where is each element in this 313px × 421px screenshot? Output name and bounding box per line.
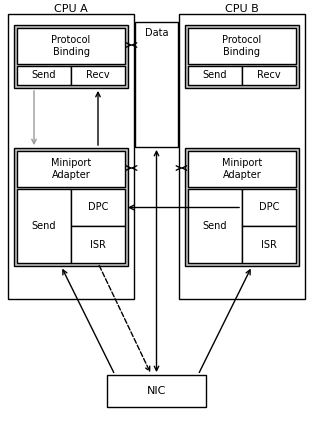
Text: Recv: Recv bbox=[86, 70, 110, 80]
Text: DPC: DPC bbox=[88, 203, 108, 213]
Bar bbox=[188, 28, 296, 64]
Bar bbox=[71, 66, 125, 85]
Bar bbox=[14, 148, 128, 266]
Text: Miniport
Adapter: Miniport Adapter bbox=[51, 158, 91, 180]
Text: Protocol
Binding: Protocol Binding bbox=[51, 35, 91, 57]
Bar bbox=[185, 25, 299, 88]
Text: NIC: NIC bbox=[147, 386, 166, 396]
Bar bbox=[17, 28, 125, 64]
Bar bbox=[188, 66, 242, 85]
Text: ISR: ISR bbox=[90, 240, 106, 250]
Text: Protocol
Binding: Protocol Binding bbox=[222, 35, 262, 57]
Bar bbox=[242, 226, 296, 263]
Bar bbox=[8, 14, 134, 299]
Text: CPU A: CPU A bbox=[54, 4, 88, 14]
Text: Data: Data bbox=[145, 28, 168, 38]
Bar bbox=[17, 66, 71, 85]
Bar bbox=[135, 22, 178, 147]
Text: Send: Send bbox=[32, 221, 56, 231]
Text: Send: Send bbox=[203, 70, 227, 80]
Text: Recv: Recv bbox=[257, 70, 281, 80]
Bar bbox=[188, 151, 296, 187]
Text: DPC: DPC bbox=[259, 203, 279, 213]
Bar bbox=[107, 375, 206, 407]
Bar bbox=[14, 25, 128, 88]
Text: CPU B: CPU B bbox=[225, 4, 259, 14]
Bar bbox=[71, 226, 125, 263]
Bar bbox=[71, 189, 125, 226]
Bar bbox=[242, 66, 296, 85]
Text: Send: Send bbox=[32, 70, 56, 80]
Bar bbox=[17, 189, 71, 263]
Text: Send: Send bbox=[203, 221, 227, 231]
Text: Miniport
Adapter: Miniport Adapter bbox=[222, 158, 262, 180]
Bar bbox=[242, 189, 296, 226]
Bar bbox=[17, 151, 125, 187]
Bar bbox=[188, 189, 242, 263]
Bar bbox=[179, 14, 305, 299]
Text: ISR: ISR bbox=[261, 240, 277, 250]
Bar bbox=[185, 148, 299, 266]
